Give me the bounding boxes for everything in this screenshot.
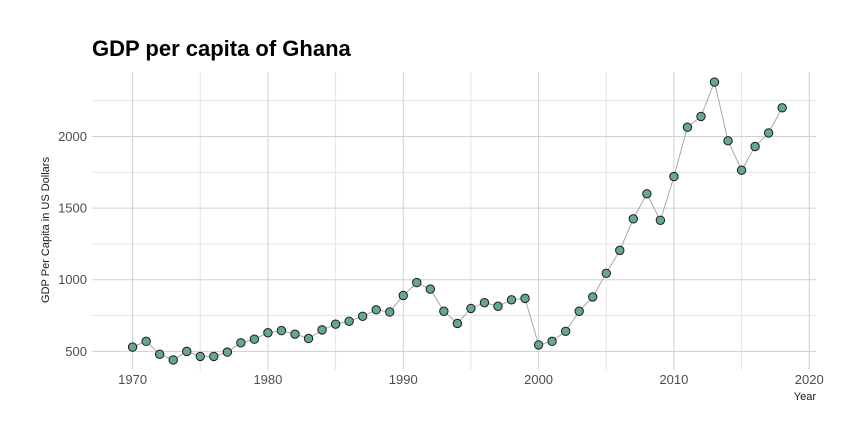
data-point [588, 292, 598, 302]
x-tick-label: 1990 [389, 372, 418, 387]
data-point [696, 111, 706, 122]
x-tick-label: 2010 [659, 372, 688, 387]
data-point [303, 333, 314, 344]
data-point [154, 349, 165, 359]
data-point [560, 326, 571, 337]
y-tick-label: 1000 [58, 272, 87, 287]
data-point [439, 306, 449, 316]
data-point [330, 319, 341, 329]
data-point [533, 340, 544, 350]
data-point [479, 297, 490, 308]
data-point [628, 214, 639, 224]
y-tick-label: 2000 [58, 129, 87, 144]
chart-title: GDP per capita of Ghana [92, 36, 351, 61]
y-tick-labels: 500 1000 1500 2000 [58, 129, 87, 359]
data-point [263, 328, 273, 338]
data-point [195, 351, 205, 362]
data-point [412, 277, 422, 288]
data-point [736, 165, 747, 175]
y-axis-title: GDP Per Capita in US Dollars [40, 157, 52, 303]
data-point [385, 307, 395, 317]
data-point [141, 336, 151, 347]
data-point [276, 325, 287, 336]
x-tick-label: 1980 [253, 372, 282, 387]
data-point [344, 316, 354, 326]
data-point [236, 338, 246, 348]
data-point [290, 329, 300, 339]
data-point [750, 141, 760, 152]
data-point [493, 301, 503, 311]
data-point [547, 336, 557, 347]
data-point [655, 215, 666, 225]
grid-layer [92, 72, 816, 370]
data-point [182, 346, 192, 357]
data-point [642, 189, 652, 199]
y-tick-label: 500 [65, 344, 87, 359]
data-point [709, 77, 720, 87]
x-tick-labels: 1970 1980 1990 2000 2010 2020 [118, 372, 824, 387]
data-point [209, 351, 219, 362]
data-point [777, 103, 787, 113]
x-tick-label: 1970 [118, 372, 147, 387]
data-point [168, 355, 178, 365]
x-axis-title: Year [794, 391, 817, 403]
data-point [452, 318, 463, 329]
data-point [669, 171, 679, 182]
data-point [601, 268, 611, 278]
data-point [615, 245, 625, 256]
data-point [520, 293, 530, 304]
data-point [763, 128, 774, 138]
x-tick-label: 2000 [524, 372, 553, 387]
data-point [466, 303, 476, 314]
data-point [723, 136, 733, 146]
data-point [398, 290, 408, 301]
data-point [357, 311, 368, 321]
data-point [127, 342, 138, 352]
data-point [506, 295, 517, 305]
data-points-layer [127, 77, 787, 365]
data-point [682, 122, 693, 132]
data-point [371, 305, 381, 315]
x-tick-label: 2020 [795, 372, 824, 387]
data-point [249, 334, 260, 344]
data-point [425, 284, 436, 294]
data-point [574, 306, 584, 316]
data-point [317, 325, 327, 335]
data-point [222, 347, 233, 357]
y-tick-label: 1500 [58, 201, 87, 216]
